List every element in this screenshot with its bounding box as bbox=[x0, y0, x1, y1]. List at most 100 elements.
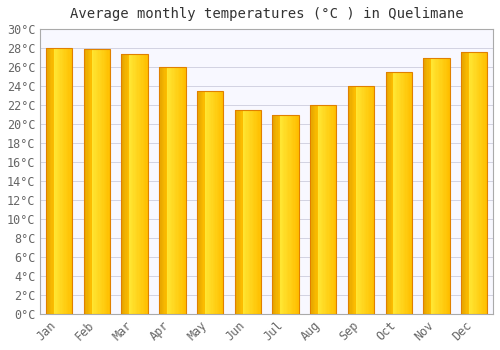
Bar bbox=[474, 52, 476, 314]
Bar bbox=[204, 91, 205, 314]
Title: Average monthly temperatures (°C ) in Quelimane: Average monthly temperatures (°C ) in Qu… bbox=[70, 7, 464, 21]
Bar bbox=[244, 110, 245, 314]
Bar bbox=[250, 110, 252, 314]
Bar bbox=[201, 91, 202, 314]
Bar bbox=[170, 67, 171, 314]
Bar bbox=[466, 52, 468, 314]
Bar bbox=[197, 91, 224, 314]
Bar bbox=[216, 91, 218, 314]
Bar bbox=[350, 86, 352, 314]
Bar bbox=[105, 49, 106, 314]
Bar bbox=[108, 49, 109, 314]
Bar bbox=[218, 91, 220, 314]
Bar bbox=[174, 67, 175, 314]
Bar bbox=[357, 86, 358, 314]
Bar bbox=[464, 52, 465, 314]
Bar bbox=[85, 49, 86, 314]
Bar bbox=[486, 52, 488, 314]
Bar bbox=[172, 67, 174, 314]
Bar bbox=[473, 52, 474, 314]
Bar bbox=[388, 72, 390, 314]
Bar bbox=[130, 54, 132, 314]
Bar bbox=[164, 67, 166, 314]
Bar bbox=[294, 114, 295, 314]
Bar bbox=[166, 67, 167, 314]
Bar bbox=[134, 54, 136, 314]
Bar bbox=[310, 105, 312, 314]
Bar bbox=[175, 67, 176, 314]
Bar bbox=[257, 110, 258, 314]
Bar bbox=[465, 52, 466, 314]
Bar bbox=[314, 105, 316, 314]
Bar bbox=[482, 52, 484, 314]
Bar bbox=[59, 48, 60, 314]
Bar bbox=[331, 105, 332, 314]
Bar bbox=[447, 57, 448, 314]
Bar bbox=[295, 114, 296, 314]
Bar bbox=[484, 52, 485, 314]
Bar bbox=[365, 86, 366, 314]
Bar bbox=[46, 48, 72, 314]
Bar bbox=[128, 54, 130, 314]
Bar bbox=[220, 91, 222, 314]
Bar bbox=[248, 110, 249, 314]
Bar bbox=[462, 52, 464, 314]
Bar bbox=[427, 57, 428, 314]
Bar bbox=[284, 114, 286, 314]
Bar bbox=[136, 54, 138, 314]
Bar bbox=[122, 54, 148, 314]
Bar bbox=[183, 67, 184, 314]
Bar bbox=[448, 57, 450, 314]
Bar bbox=[126, 54, 128, 314]
Bar bbox=[436, 57, 438, 314]
Bar bbox=[51, 48, 52, 314]
Bar bbox=[360, 86, 361, 314]
Bar bbox=[272, 114, 299, 314]
Bar bbox=[249, 110, 250, 314]
Bar bbox=[198, 91, 200, 314]
Bar bbox=[214, 91, 216, 314]
Bar bbox=[430, 57, 431, 314]
Bar bbox=[197, 91, 198, 314]
Bar bbox=[60, 48, 62, 314]
Bar bbox=[258, 110, 260, 314]
Bar bbox=[477, 52, 478, 314]
Bar bbox=[142, 54, 144, 314]
Bar bbox=[387, 72, 388, 314]
Bar bbox=[94, 49, 96, 314]
Bar bbox=[406, 72, 408, 314]
Bar bbox=[348, 86, 374, 314]
Bar bbox=[238, 110, 240, 314]
Bar bbox=[328, 105, 330, 314]
Bar bbox=[335, 105, 336, 314]
Bar bbox=[146, 54, 148, 314]
Bar bbox=[160, 67, 162, 314]
Bar bbox=[132, 54, 134, 314]
Bar bbox=[353, 86, 354, 314]
Bar bbox=[140, 54, 141, 314]
Bar bbox=[330, 105, 331, 314]
Bar bbox=[324, 105, 326, 314]
Bar bbox=[332, 105, 334, 314]
Bar bbox=[408, 72, 410, 314]
Bar bbox=[316, 105, 318, 314]
Bar bbox=[109, 49, 110, 314]
Bar bbox=[176, 67, 178, 314]
Bar bbox=[434, 57, 435, 314]
Bar bbox=[424, 57, 426, 314]
Bar bbox=[90, 49, 92, 314]
Bar bbox=[242, 110, 244, 314]
Bar bbox=[184, 67, 186, 314]
Bar bbox=[282, 114, 283, 314]
Bar bbox=[122, 54, 124, 314]
Bar bbox=[162, 67, 163, 314]
Bar bbox=[241, 110, 242, 314]
Bar bbox=[442, 57, 443, 314]
Bar bbox=[352, 86, 353, 314]
Bar bbox=[71, 48, 72, 314]
Bar bbox=[485, 52, 486, 314]
Bar bbox=[362, 86, 364, 314]
Bar bbox=[144, 54, 145, 314]
Bar bbox=[461, 52, 462, 314]
Bar bbox=[392, 72, 394, 314]
